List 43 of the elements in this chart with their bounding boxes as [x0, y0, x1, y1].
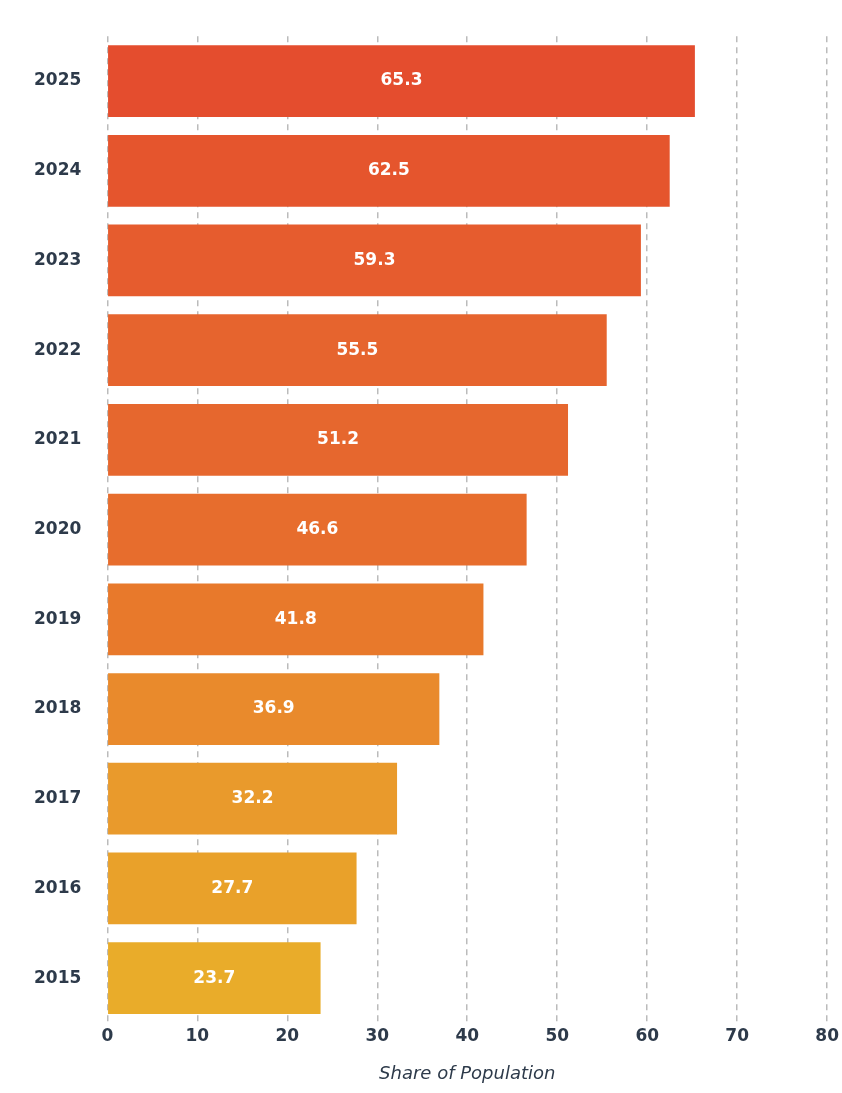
x-tick-label: 80 — [815, 1024, 840, 1045]
x-tick-label: 50 — [545, 1024, 570, 1045]
x-tick-label: 0 — [101, 1024, 114, 1045]
y-tick-label: 2021 — [33, 428, 82, 449]
data-label: 27.7 — [211, 876, 254, 897]
bar — [108, 134, 670, 207]
bar — [108, 493, 527, 566]
data-label: 51.2 — [317, 428, 360, 449]
data-label: 41.8 — [274, 607, 317, 628]
y-tick-label: 2024 — [33, 159, 82, 180]
y-tick-label: 2018 — [33, 697, 82, 718]
y-tick-label: 2020 — [33, 518, 82, 539]
y-tick-label: 2023 — [33, 248, 82, 269]
bar — [108, 852, 357, 925]
y-tick-label: 2019 — [33, 607, 82, 628]
y-tick-label: 2025 — [33, 69, 82, 90]
data-label: 65.3 — [380, 69, 423, 90]
x-tick-label: 70 — [725, 1024, 750, 1045]
data-label: 46.6 — [296, 518, 339, 539]
data-label: 36.9 — [252, 697, 295, 718]
data-label: 23.7 — [193, 966, 236, 987]
bar — [108, 942, 321, 1015]
x-tick-label: 40 — [455, 1024, 480, 1045]
data-label: 55.5 — [336, 338, 379, 359]
data-label: 59.3 — [353, 248, 396, 269]
y-tick-label: 2015 — [33, 966, 82, 987]
bar — [108, 45, 695, 117]
y-tick-label: 2016 — [33, 876, 82, 897]
y-tick-label: 2022 — [33, 338, 82, 359]
data-label: 62.5 — [367, 159, 410, 180]
x-tick-label: 10 — [185, 1024, 210, 1045]
x-axis-title: Share of Population — [379, 1061, 556, 1083]
bar — [108, 583, 484, 656]
bar — [108, 314, 607, 387]
bar — [108, 673, 440, 745]
bar — [108, 762, 398, 835]
x-tick-label: 30 — [365, 1024, 390, 1045]
bar — [108, 224, 641, 297]
bar — [108, 404, 569, 476]
x-tick-label: 20 — [275, 1024, 300, 1045]
y-tick-label: 2017 — [33, 787, 82, 808]
data-label: 32.2 — [231, 787, 274, 808]
x-tick-label: 60 — [635, 1024, 660, 1045]
